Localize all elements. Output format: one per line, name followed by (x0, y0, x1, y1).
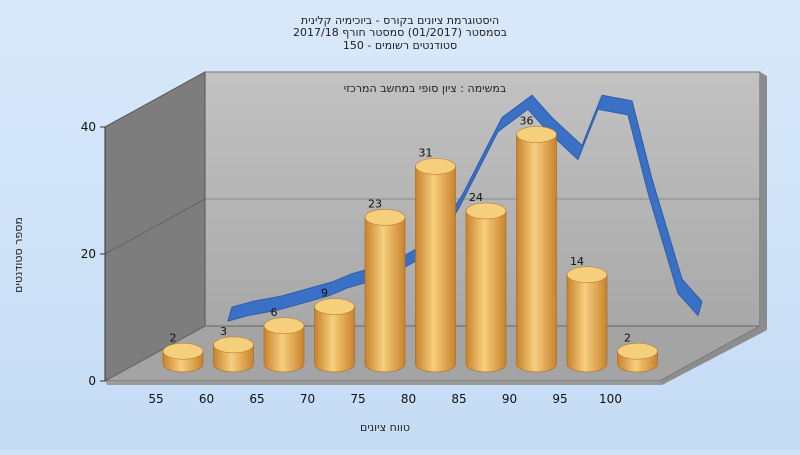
title-line-3: סטודנטים רשומים - 150 (343, 39, 457, 52)
bar-value-label: 24 (469, 191, 483, 204)
bar-95: 14 (566, 255, 608, 373)
x-axis: 55 60 65 70 75 80 85 90 95 100 (148, 392, 622, 406)
bar-65: 6 (263, 306, 305, 373)
bar-top (516, 126, 557, 143)
x-tick-label: 80 (401, 392, 416, 406)
gridline-side (104, 198, 206, 255)
x-tick-label: 65 (249, 392, 264, 406)
y-axis-label: מספר סטודנטים (12, 217, 25, 293)
x-tick-label: 95 (552, 392, 567, 406)
bar-value-label: 31 (419, 146, 433, 159)
bar-85: 24 (465, 191, 507, 373)
bar-value-label: 23 (368, 197, 382, 210)
bar-value-label: 3 (220, 325, 227, 338)
title-line-2: בסמסטר (01/2017) סמסטר חורף 2017/18 (293, 26, 507, 39)
bar-body (415, 166, 456, 373)
y-tick-label: 0 (88, 374, 96, 388)
x-tick-label: 75 (350, 392, 365, 406)
floor-front-edge (105, 381, 662, 385)
bar-75: 23 (364, 197, 406, 373)
gridline-side (104, 71, 206, 128)
bar-top (465, 202, 507, 220)
y-axis: 0 20 40 (81, 120, 106, 388)
bar-100: 2 (617, 331, 658, 373)
title-line-1: היסטוגרמת ציונים בקורס - ביוכימיה קלינית (301, 14, 499, 27)
bar-body (314, 306, 355, 373)
y-tick-label: 20 (81, 247, 96, 261)
bar-body (364, 217, 406, 373)
bar-80: 31 (415, 146, 456, 373)
bar-top (566, 266, 608, 284)
bar-value-label: 2 (624, 331, 631, 344)
bar-top (415, 158, 456, 175)
bar-top (162, 342, 204, 360)
bar-top (617, 342, 658, 360)
bar-value-label: 6 (271, 306, 278, 319)
bar-value-label: 2 (170, 331, 177, 344)
x-tick-label: 55 (148, 392, 163, 406)
x-tick-label: 60 (199, 392, 214, 406)
bar-body (516, 134, 557, 373)
bar-value-label: 9 (321, 287, 328, 300)
floor-right-edge (660, 326, 767, 385)
bar-top (263, 317, 305, 335)
y-tick-label: 40 (81, 120, 96, 134)
x-tick-label: 90 (502, 392, 517, 406)
chart-subtitle: במשימה : ציון סופי במחשב המרכזי (344, 82, 507, 95)
x-tick-label: 85 (451, 392, 466, 406)
bar-value-label: 36 (520, 115, 534, 128)
x-axis-label: טווח ציונים (360, 421, 410, 434)
x-tick-label: 100 (599, 392, 622, 406)
right-wall-shadow (760, 72, 767, 330)
bar-body (465, 210, 507, 373)
bar-top (314, 298, 355, 315)
bar-value-label: 14 (570, 255, 584, 268)
bar-body (263, 325, 305, 373)
gridlines (104, 71, 760, 255)
bar-70: 9 (314, 287, 355, 373)
bar-60: 3 (213, 325, 254, 373)
bar-top (364, 209, 406, 226)
bar-90: 36 (516, 115, 557, 373)
bar-top (213, 336, 254, 354)
chart-title: היסטוגרמת ציונים בקורס - ביוכימיה קלינית… (293, 14, 507, 52)
bar-55: 2 (162, 331, 204, 373)
bar-body (566, 274, 608, 373)
x-tick-label: 70 (300, 392, 315, 406)
